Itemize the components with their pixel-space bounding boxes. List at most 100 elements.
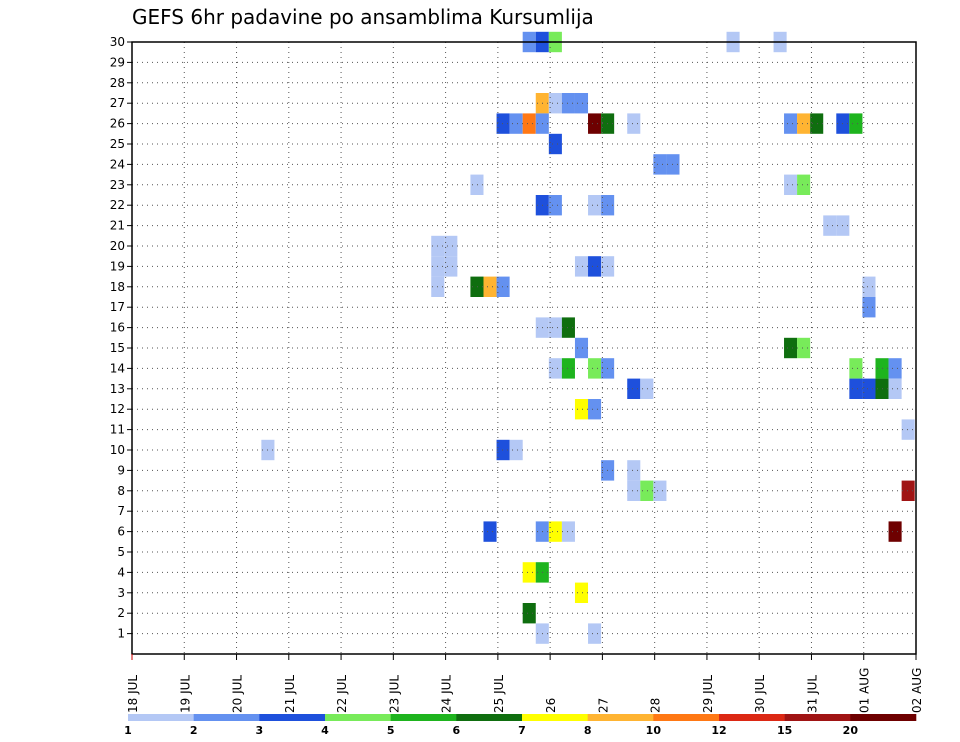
- chart-title: GEFS 6hr padavine po ansamblima Kursumli…: [132, 5, 594, 29]
- y-tick-label: 1: [117, 627, 125, 641]
- y-tick-label: 9: [117, 463, 125, 477]
- precip-cell: [823, 215, 837, 236]
- precip-cell: [640, 480, 654, 501]
- y-tick-label: 25: [110, 137, 125, 151]
- colorbar-swatch: [456, 714, 523, 721]
- y-tick-label: 18: [110, 280, 125, 294]
- x-tick-label: 28: [649, 698, 663, 713]
- precip-cell: [470, 174, 484, 195]
- precip-cell: [849, 358, 863, 379]
- precip-cell: [444, 235, 458, 257]
- precip-cell: [862, 378, 876, 399]
- x-tick-label: 21 JUL: [283, 675, 297, 713]
- precip-cell: [901, 480, 915, 501]
- y-tick-label: 16: [110, 321, 125, 335]
- y-tick-label: 20: [110, 239, 125, 253]
- precip-cell: [810, 113, 824, 134]
- x-tick-label: 25 JUL: [492, 675, 506, 713]
- colorbar-label: 4: [321, 724, 329, 737]
- precip-cell: [862, 297, 876, 318]
- colorbar-label: 2: [190, 724, 198, 737]
- precip-cell: [797, 174, 811, 195]
- colorbar-label: 7: [518, 724, 526, 737]
- x-tick-label: 02 AUG: [910, 668, 924, 713]
- precip-cell: [653, 154, 667, 175]
- x-tick-label: 29 JUL: [701, 675, 715, 713]
- y-tick-label: 2: [117, 606, 125, 620]
- colorbar-swatch: [784, 714, 851, 721]
- precip-cell: [574, 582, 589, 603]
- precip-cell: [496, 276, 510, 297]
- x-tick-label: 31 JUL: [805, 675, 819, 713]
- colorbar-swatch: [719, 714, 785, 721]
- colorbar-swatch: [390, 714, 457, 721]
- precip-cell: [888, 378, 902, 399]
- precip-cell: [588, 399, 602, 420]
- x-tick-label: 20 JUL: [231, 675, 245, 713]
- y-tick-label: 19: [110, 259, 125, 273]
- colorbar-swatch: [850, 714, 917, 721]
- colorbar-label: 20: [843, 724, 859, 737]
- y-tick-label: 27: [110, 96, 125, 110]
- precip-cell: [888, 521, 902, 542]
- x-tick-label: 23 JUL: [387, 675, 401, 713]
- y-tick-label: 23: [110, 178, 125, 192]
- colorbar-label: 8: [584, 724, 592, 737]
- precip-cell: [548, 317, 562, 338]
- precip-cell: [588, 358, 602, 379]
- colorbar-label: 5: [387, 724, 395, 737]
- colorbar-label: 12: [711, 724, 726, 737]
- x-tick-label: 22 JUL: [335, 675, 349, 713]
- precip-cell: [522, 562, 536, 583]
- y-tick-label: 6: [117, 525, 125, 539]
- colorbar-swatch: [259, 714, 326, 721]
- y-tick-label: 12: [110, 402, 125, 416]
- precip-cell: [784, 174, 798, 195]
- precip-cell: [483, 521, 497, 542]
- y-tick-label: 22: [110, 198, 125, 212]
- precip-cell: [561, 93, 575, 114]
- precip-cell: [522, 603, 536, 624]
- precip-cell: [588, 256, 602, 277]
- y-tick-label: 28: [110, 76, 125, 90]
- precip-cell: [653, 480, 667, 501]
- colorbar-swatch: [522, 714, 588, 721]
- precip-cell: [627, 378, 641, 399]
- precip-cell: [574, 93, 589, 114]
- colorbar-label: 3: [256, 724, 264, 737]
- precip-cell: [574, 399, 589, 420]
- colorbar-label: 15: [777, 724, 792, 737]
- precip-cells: [261, 31, 915, 644]
- precip-cell: [862, 276, 876, 297]
- y-tick-label: 7: [117, 504, 125, 518]
- precip-cell: [640, 378, 654, 399]
- y-tick-label: 26: [110, 117, 125, 131]
- y-tick-label: 4: [117, 565, 125, 579]
- precip-cell: [901, 419, 915, 440]
- y-tick-label: 14: [110, 361, 125, 375]
- colorbar: 1 2 3 4 5 6 7 8 10 12 15 20: [124, 714, 917, 737]
- precip-cell: [574, 337, 589, 359]
- y-tick-label: 11: [110, 423, 125, 437]
- precip-cell: [627, 460, 641, 481]
- colorbar-label: 6: [453, 724, 461, 737]
- precip-cell: [588, 623, 602, 644]
- colorbar-swatch: [128, 714, 194, 721]
- x-axis: 18 JUL 19 JUL 20 JUL 21 JUL 22 JUL 23 JUL 24 J…: [126, 654, 924, 713]
- precip-cell: [470, 276, 484, 297]
- precip-cell: [797, 337, 811, 359]
- x-tick-label: 30 JUL: [753, 675, 767, 713]
- precip-cell: [561, 358, 575, 379]
- colorbar-label: 10: [646, 724, 662, 737]
- grid: [132, 42, 916, 654]
- y-tick-label: 13: [110, 382, 125, 396]
- precip-cell: [509, 113, 523, 134]
- colorbar-swatch: [325, 714, 391, 721]
- precip-cell: [561, 317, 575, 338]
- precip-cell: [483, 276, 497, 297]
- y-tick-label: 15: [110, 341, 125, 355]
- precip-cell: [784, 113, 798, 134]
- precip-cell: [627, 113, 641, 134]
- y-tick-label: 5: [117, 545, 125, 559]
- x-tick-label: 01 AUG: [858, 668, 872, 713]
